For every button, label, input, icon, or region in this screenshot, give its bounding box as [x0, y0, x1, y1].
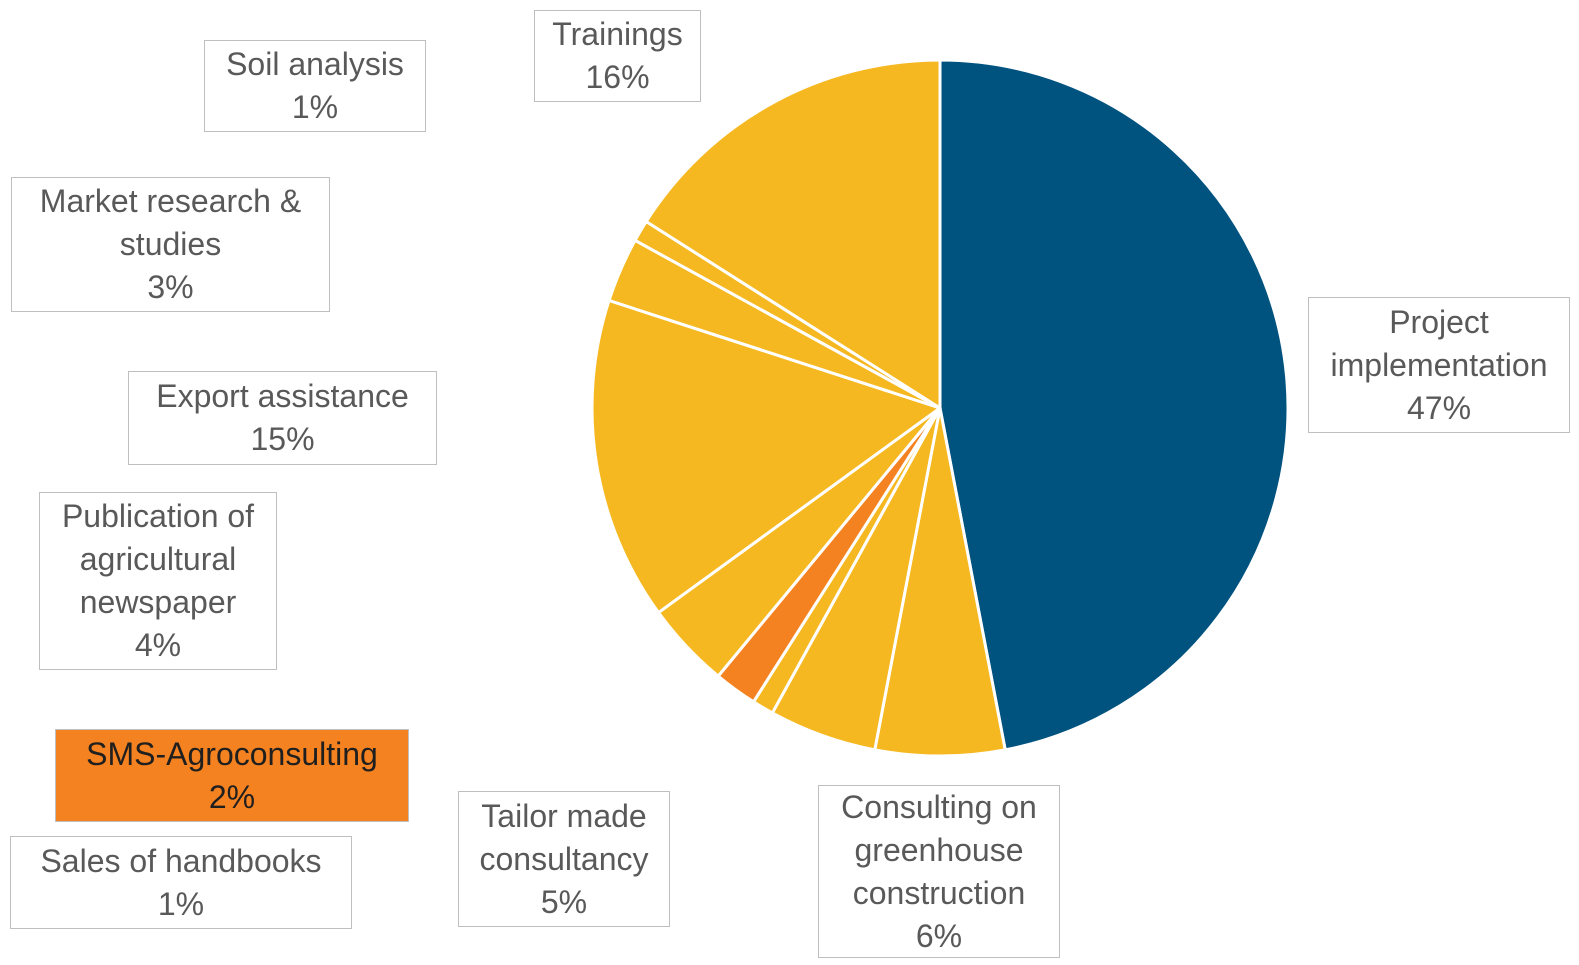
data-label: Consulting on greenhouse construction 6% — [818, 785, 1060, 958]
value-label: 47% — [1406, 389, 1472, 426]
data-label: Project implementation 47% — [1308, 297, 1570, 433]
data-label: Soil analysis 1% — [204, 40, 426, 132]
category-label: Publication of agricultural newspaper — [61, 498, 255, 620]
data-label: Trainings 16% — [534, 10, 701, 102]
category-label: Soil analysis — [226, 46, 404, 82]
category-label: Export assistance — [156, 378, 409, 414]
value-label: 3% — [147, 269, 194, 305]
pie-slice — [590, 298, 942, 615]
category-label: Tailor made consultancy — [479, 797, 649, 877]
value-label: 16% — [585, 59, 650, 95]
category-label: Trainings — [552, 16, 683, 52]
category-label: Market research & studies — [39, 183, 302, 262]
category-label: Sales of handbooks — [40, 842, 322, 879]
data-label: Market research & studies 3% — [11, 177, 330, 312]
value-label: 5% — [540, 883, 588, 920]
pie-slice — [644, 58, 942, 410]
category-label: SMS-Agroconsulting — [86, 735, 378, 772]
category-label: Project implementation — [1330, 303, 1548, 383]
data-label: Export assistance 15% — [128, 371, 437, 465]
value-label: 1% — [157, 885, 205, 922]
value-label: 15% — [250, 421, 315, 457]
data-label: Tailor made consultancy 5% — [458, 791, 670, 927]
data-label: Sales of handbooks 1% — [10, 836, 352, 929]
data-label: SMS-Agroconsulting 2% — [55, 729, 409, 822]
category-label: Consulting on greenhouse construction — [841, 788, 1037, 911]
value-label: 4% — [134, 627, 182, 663]
value-label: 2% — [208, 778, 256, 815]
value-label: 1% — [291, 89, 339, 125]
value-label: 6% — [915, 917, 963, 954]
pie-slice — [938, 58, 1290, 752]
pie-slice — [873, 406, 1007, 758]
data-label: Publication of agricultural newspaper 4% — [39, 492, 277, 670]
